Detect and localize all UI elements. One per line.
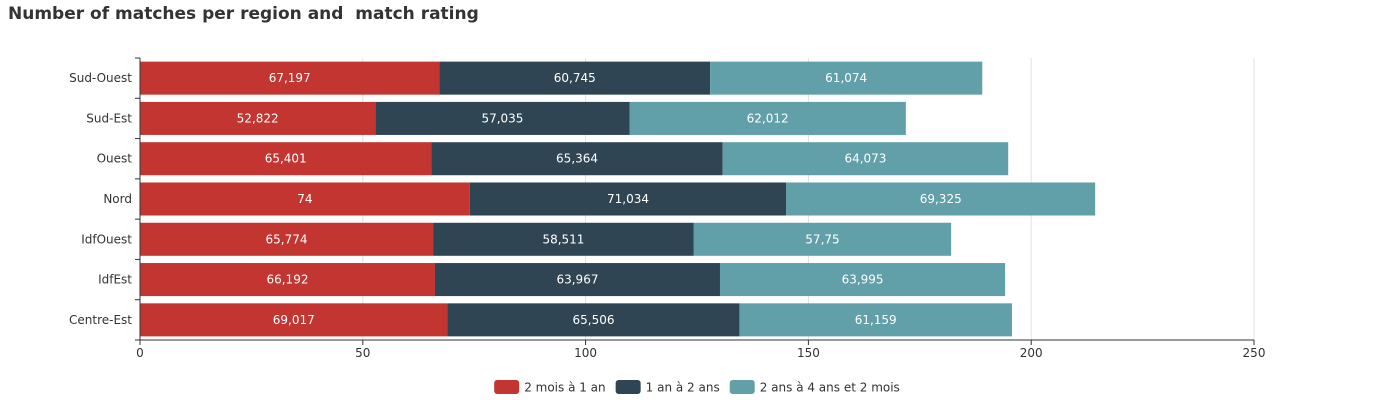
legend[interactable]: 2 mois à 1 an 1 an à 2 ans 2 ans à 4 ans e…	[494, 380, 900, 395]
bar-segment[interactable]	[433, 222, 694, 256]
bar-segment[interactable]	[375, 101, 630, 135]
bar-segment[interactable]	[722, 142, 1009, 176]
x-tick-label: 100	[574, 346, 597, 360]
bar-data-label: 57,035	[481, 111, 523, 125]
bar-data-label: 52,822	[237, 111, 279, 125]
bar-data-label: 71,034	[607, 192, 649, 206]
bar-data-label: 65,364	[556, 152, 598, 166]
bar-data-label: 61,074	[825, 71, 867, 85]
legend-label: 1 an à 2 ans	[646, 381, 720, 395]
bar-segment[interactable]	[140, 182, 470, 216]
bar-segment[interactable]	[140, 263, 435, 297]
axes: Sud-Ouest Sud-Est Ouest Nord IdfOuest IdfEst C…	[69, 57, 1266, 360]
bar-segment[interactable]	[786, 182, 1096, 216]
x-tick-label: 50	[355, 346, 370, 360]
bar-data-label: 65,506	[572, 313, 614, 327]
bar-data-label: 62,012	[747, 111, 789, 125]
bar-segment[interactable]	[710, 61, 983, 95]
bar-data-label: 67,197	[269, 71, 311, 85]
x-tick-label: 0	[136, 346, 144, 360]
bar-segment[interactable]	[140, 142, 432, 176]
bar-segment[interactable]	[140, 303, 448, 337]
bar-segment[interactable]	[719, 263, 1006, 297]
category-tick-label: IdfOuest	[81, 232, 132, 246]
bar-data-label: 58,511	[542, 232, 584, 246]
bar-data-label: 74	[297, 192, 312, 206]
bar-data-label: 64,073	[844, 152, 886, 166]
x-tick-label: 250	[1243, 346, 1266, 360]
category-tick-label: Sud-Est	[86, 111, 132, 125]
bar-segment[interactable]	[447, 303, 740, 337]
legend-swatch	[615, 380, 641, 394]
bar-segment[interactable]	[140, 101, 376, 135]
bar-data-label: 61,159	[855, 313, 897, 327]
bar-data-label: 60,745	[554, 71, 596, 85]
bar-segment[interactable]	[431, 142, 723, 176]
category-tick-label: Ouest	[97, 152, 133, 166]
bar-data-label: 65,401	[265, 152, 307, 166]
bar-segment[interactable]	[434, 263, 720, 297]
bar-segment[interactable]	[629, 101, 906, 135]
legend-item[interactable]: 1 an à 2 ans	[615, 380, 720, 395]
bar-segment[interactable]	[140, 222, 434, 256]
x-tick-label: 150	[797, 346, 820, 360]
bar-data-label: 69,017	[273, 313, 315, 327]
bars: 67,197 60,745 61,074 52,822 57,035 62,012 65,4…	[140, 61, 1096, 337]
bar-data-label: 69,325	[920, 192, 962, 206]
bar-data-label: 65,774	[266, 232, 308, 246]
chart-title: Number of matches per region and match r…	[8, 4, 479, 24]
bar-segment[interactable]	[469, 182, 787, 216]
legend-item[interactable]: 2 ans à 4 ans et 2 mois	[729, 380, 900, 395]
legend-item[interactable]: 2 mois à 1 an	[494, 380, 606, 395]
bar-data-label: 66,192	[266, 273, 308, 287]
legend-label: 2 ans à 4 ans et 2 mois	[760, 381, 900, 395]
legend-label: 2 mois à 1 an	[524, 381, 605, 395]
bar-segment[interactable]	[140, 61, 440, 95]
category-tick-label: IdfEst	[98, 273, 132, 287]
legend-swatch	[494, 380, 520, 394]
bar-data-label: 57,75	[805, 232, 839, 246]
bar-data-label: 63,967	[556, 273, 598, 287]
legend-swatch	[729, 380, 755, 394]
bar-segment[interactable]	[439, 61, 711, 95]
category-tick-label: Nord	[103, 192, 132, 206]
bar-data-label: 63,995	[842, 273, 884, 287]
bar-segment[interactable]	[739, 303, 1012, 337]
bar-segment[interactable]	[693, 222, 952, 256]
x-tick-label: 200	[1020, 346, 1043, 360]
category-tick-label: Centre-Est	[69, 313, 132, 327]
category-tick-label: Sud-Ouest	[69, 71, 132, 85]
